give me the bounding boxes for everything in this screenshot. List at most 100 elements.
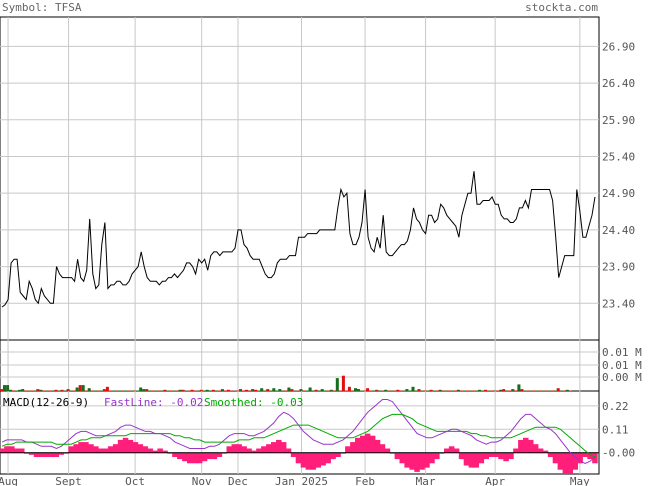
volume-bar <box>541 390 545 391</box>
volume-bar <box>60 389 64 391</box>
volume-bar <box>254 389 258 391</box>
volume-bar <box>48 390 52 391</box>
macd-hist-bar <box>300 452 307 468</box>
volume-bar <box>266 389 270 391</box>
macd-hist-bar <box>231 444 237 453</box>
volume-bar <box>63 390 67 391</box>
volume-bar <box>396 389 400 391</box>
macd-hist-bar <box>562 452 569 474</box>
macd-hist-bar <box>458 452 465 460</box>
macd-hist-bar <box>122 437 129 453</box>
volume-bar <box>311 390 315 391</box>
volume-bar <box>453 390 457 391</box>
macd-hist-bar <box>152 450 158 453</box>
volume-bar <box>502 389 506 391</box>
volume-bar <box>347 386 351 391</box>
volume-bar <box>366 388 370 391</box>
macd-hist-bar <box>83 442 89 453</box>
volume-bar <box>417 389 421 391</box>
volume-bar <box>284 390 288 391</box>
volume-bar <box>514 390 518 391</box>
macd-hist-bar <box>187 452 193 464</box>
volume-bar <box>145 389 149 391</box>
volume-bar <box>202 390 206 391</box>
macd-hist-bar <box>498 452 504 460</box>
volume-bar <box>387 390 391 391</box>
macd-hist-bar <box>577 452 583 464</box>
macd-hist-bar <box>107 446 114 453</box>
volume-bar <box>520 389 524 391</box>
volume-bar <box>0 389 3 391</box>
volume-bar <box>532 390 536 391</box>
volume-bar <box>139 387 143 391</box>
volume-bar <box>496 390 500 391</box>
x-tick-label: Oct <box>125 475 145 486</box>
volume-bar <box>169 390 173 391</box>
x-tick-label: Mar <box>416 475 436 486</box>
volume-bar <box>535 390 539 391</box>
volume-bar <box>338 390 342 391</box>
volume-bar <box>239 389 242 391</box>
macd-hist-bar <box>453 448 460 453</box>
macd-tick-label: -0.00 <box>602 447 635 460</box>
macd-hist-bar <box>384 448 391 453</box>
x-tick-label: Dec <box>228 475 248 486</box>
volume-bar <box>151 390 155 391</box>
volume-bar <box>217 390 221 391</box>
volume-bar <box>290 389 294 391</box>
volume-bar <box>281 390 285 391</box>
volume-bar <box>308 387 312 391</box>
volume-bar <box>375 389 379 391</box>
macd-hist-bar <box>592 452 598 464</box>
volume-bar <box>429 389 433 391</box>
volume-bar <box>320 389 324 391</box>
macd-hist-bar <box>256 448 262 453</box>
volume-bar <box>15 390 19 391</box>
macd-hist-bar <box>93 446 99 453</box>
volume-bar <box>568 390 572 391</box>
macd-hist-bar <box>478 452 485 464</box>
volume-bar <box>181 389 185 391</box>
volume-bar <box>69 390 73 391</box>
macd-hist-bar <box>28 452 35 455</box>
volume-bar <box>248 390 252 391</box>
volume-bar <box>456 389 460 391</box>
volume-bar <box>30 390 34 391</box>
volume-bar <box>121 390 124 391</box>
macd-hist-bar <box>399 452 405 464</box>
macd-hist-bar <box>246 448 252 453</box>
price-tick-label: 23.90 <box>602 261 635 274</box>
macd-hist-bar <box>369 435 376 453</box>
volume-bar <box>236 390 239 391</box>
macd-hist-bar <box>468 452 475 468</box>
volume-bar <box>127 390 131 391</box>
volume-bar <box>39 389 43 391</box>
macd-hist-bar <box>172 452 178 457</box>
macd-hist-bar <box>537 448 544 453</box>
volume-bar <box>190 389 194 391</box>
volume-bar <box>72 390 76 391</box>
macd-hist-bar <box>132 442 139 453</box>
x-tick-label: Sept <box>55 475 82 486</box>
volume-bar <box>66 389 70 391</box>
macd-hist-bar <box>320 452 326 466</box>
volume-bar <box>329 389 333 391</box>
volume-bar <box>108 390 112 391</box>
volume-tick-label: 0.01 M <box>602 346 642 359</box>
volume-bar <box>130 390 134 391</box>
volume-bar <box>302 390 306 391</box>
volume-bar <box>33 390 37 391</box>
volume-bar <box>390 390 394 391</box>
volume-bar <box>487 390 491 391</box>
macd-hist-bar <box>557 452 564 470</box>
volume-bar <box>226 389 230 391</box>
macd-hist-bar <box>98 448 104 453</box>
axis-labels: Aug Sept Oct Nov Dec Jan 2025 Feb Mar Apr May 26.9… <box>0 40 642 486</box>
macd-hist-bar <box>419 452 425 470</box>
macd-hist-bar <box>424 452 430 468</box>
volume-bar <box>260 388 264 391</box>
macd-hist-bar <box>14 448 20 453</box>
volume-bar <box>142 389 146 391</box>
volume-bar <box>111 390 115 391</box>
macd-hist-bar <box>483 452 489 460</box>
